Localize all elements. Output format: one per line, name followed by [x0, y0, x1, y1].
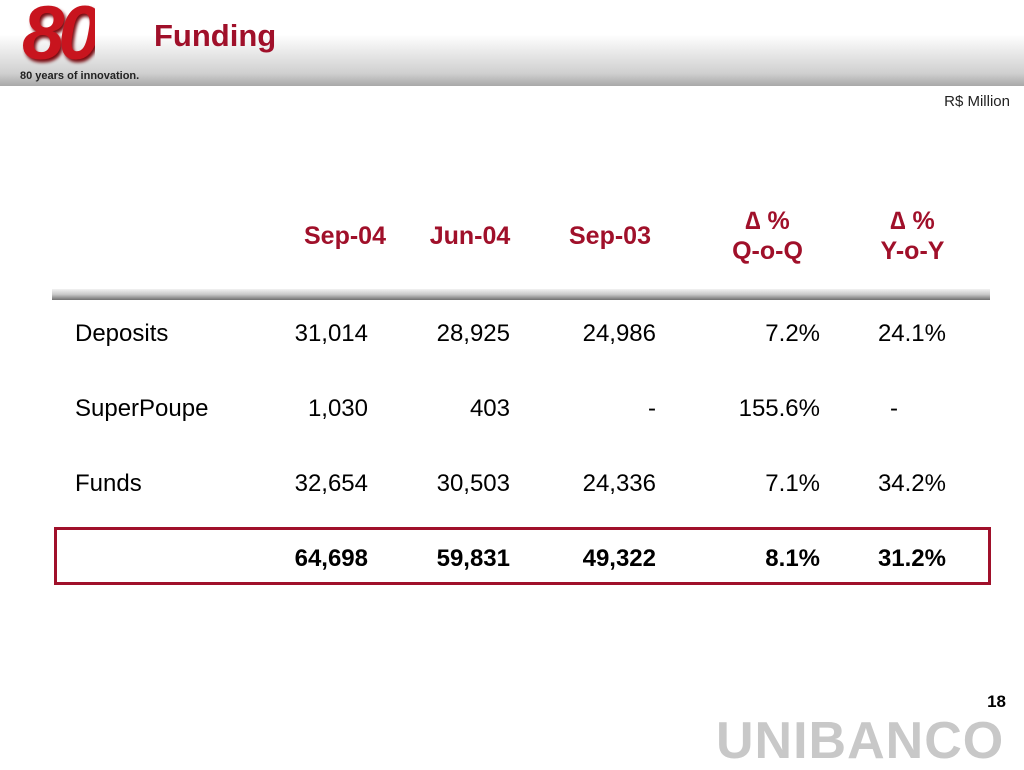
table-cell: 24,986	[582, 320, 656, 347]
total-cell: 8.1%	[765, 545, 820, 572]
qoq-label: Q-o-Q	[732, 237, 803, 265]
row-label: Deposits	[75, 320, 169, 347]
row-label: Funds	[75, 470, 142, 497]
table-cell: 28,925	[436, 320, 510, 347]
table-cell: -	[648, 395, 656, 422]
header-divider	[52, 289, 990, 300]
table-cell: 34.2%	[877, 470, 946, 497]
total-cell: 49,322	[582, 545, 656, 572]
yoy-label: Y-o-Y	[880, 237, 945, 265]
table-cell: 403	[469, 395, 510, 422]
col-header-yoy: ∆ % Y-o-Y	[855, 206, 970, 266]
page-title: Funding	[154, 18, 277, 53]
table-cell: 32,654	[294, 470, 368, 497]
col-header-jun04: Jun-04	[429, 222, 511, 250]
unibanco-logo: UNIBANCO	[716, 712, 1005, 770]
table-cell: 31,014	[294, 320, 368, 347]
table-cell: 1,030	[307, 395, 368, 422]
delta-label: ∆ %	[745, 207, 790, 235]
total-cell: 64,698	[294, 545, 368, 572]
unit-label: R$ Million	[944, 93, 1010, 110]
col-header-qoq: ∆ % Q-o-Q	[710, 206, 825, 266]
table-cell: 7.1%	[765, 470, 820, 497]
table-cell: 155.6%	[738, 395, 820, 422]
table-cell: -	[890, 395, 898, 422]
table-cell: 7.2%	[765, 320, 820, 347]
logo-80: 80	[22, 0, 95, 68]
total-cell: 59,831	[436, 545, 510, 572]
col-header-sep03: Sep-03	[569, 222, 651, 250]
total-cell: 31.2%	[877, 545, 946, 572]
table-cell: 30,503	[436, 470, 510, 497]
row-label: SuperPoupe	[75, 395, 209, 422]
delta-label: ∆ %	[890, 207, 935, 235]
total-row-highlight	[54, 527, 991, 585]
col-header-sep04: Sep-04	[304, 222, 386, 250]
header-band	[0, 0, 1024, 86]
page-number: 18	[987, 692, 1006, 711]
table-cell: 24.1%	[877, 320, 946, 347]
table-cell: 24,336	[582, 470, 656, 497]
tagline: 80 years of innovation.	[20, 70, 140, 82]
